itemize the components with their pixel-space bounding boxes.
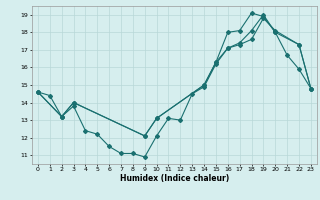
X-axis label: Humidex (Indice chaleur): Humidex (Indice chaleur) — [120, 174, 229, 183]
